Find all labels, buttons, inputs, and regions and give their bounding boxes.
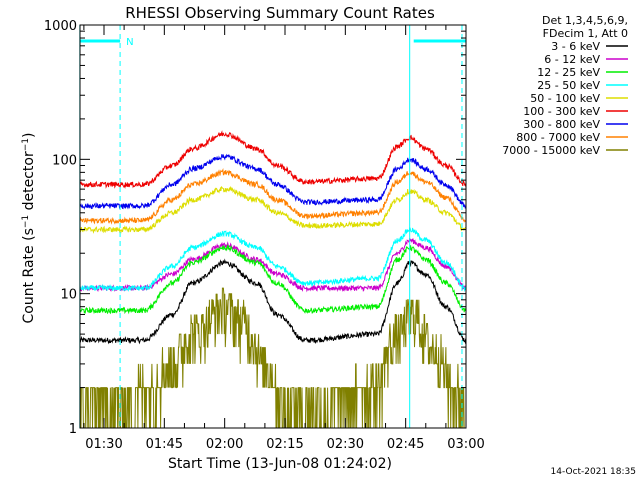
legend: Det 1,3,4,5,6,9,FDecim 1, Att 03 - 6 keV… [502,14,628,157]
x-tick-label: 01:30 [85,437,122,452]
legend-label: 6 - 12 keV [544,53,600,66]
series-2 [80,244,466,315]
plot-border [79,24,467,429]
series-line-2 [80,244,466,315]
legend-label: 7000 - 15000 keV [502,144,600,157]
series-8 [80,287,466,428]
legend-label: 12 - 25 keV [537,66,600,79]
legend-label: 3 - 6 keV [551,40,600,53]
plot-area [80,130,466,428]
y-axis-label-sup1: −1 [21,215,31,228]
x-tick-label: 03:00 [447,437,484,452]
series-line-3 [80,227,466,293]
x-tick-label: 02:15 [266,437,303,452]
series-line-7 [80,168,466,225]
series-7 [80,168,466,225]
legend-label: 100 - 300 keV [523,105,600,118]
series-5 [80,130,466,189]
series-line-4 [80,185,466,234]
chart-title: RHESSI Observing Summary Count Rates [125,4,435,22]
legend-label: 25 - 50 keV [537,79,600,92]
y-axis-label-sup2: −1 [21,138,31,151]
x-tick-label: 02:45 [387,437,424,452]
y-tick-label: 1 [69,422,77,437]
x-tick-label: 02:30 [327,437,364,452]
series-0 [80,258,466,345]
legend-label: 300 - 800 keV [523,118,600,131]
series-4 [80,185,466,234]
series-6 [80,153,466,210]
top-bar-label: N [126,37,133,48]
legend-label: 800 - 7000 keV [516,131,600,144]
legend-header-line: Det 1,3,4,5,6,9, [542,14,628,27]
y-axis-label: Count Rate (s−1 detector−1) [21,133,37,324]
legend-header-line: FDecim 1, Att 0 [543,27,628,40]
x-tick-label: 02:00 [206,437,243,452]
y-tick-label: 1000 [44,19,77,34]
plot-frame [79,24,467,429]
y-tick-label: 100 [52,153,77,168]
axes: 1 10 100 1000 01:30 01:45 02:00 02:15 02:30 02:45… [44,19,485,452]
y-axis-label-prefix: Count Rate (s [21,228,37,323]
y-axis-label-middle: detector [21,151,37,215]
legend-label: 50 - 100 keV [530,92,600,105]
series-line-8 [80,287,466,428]
series-3 [80,227,466,293]
x-tick-label: 01:45 [146,437,183,452]
series-line-0 [80,258,466,345]
x-axis-label: Start Time (13-Jun-08 01:24:02) [168,456,392,472]
series-line-5 [80,130,466,189]
y-tick-label: 10 [60,288,77,303]
footer-timestamp: 14-Oct-2021 18:35 [551,467,636,477]
y-axis-label-suffix: ) [21,133,37,138]
series-line-6 [80,153,466,210]
